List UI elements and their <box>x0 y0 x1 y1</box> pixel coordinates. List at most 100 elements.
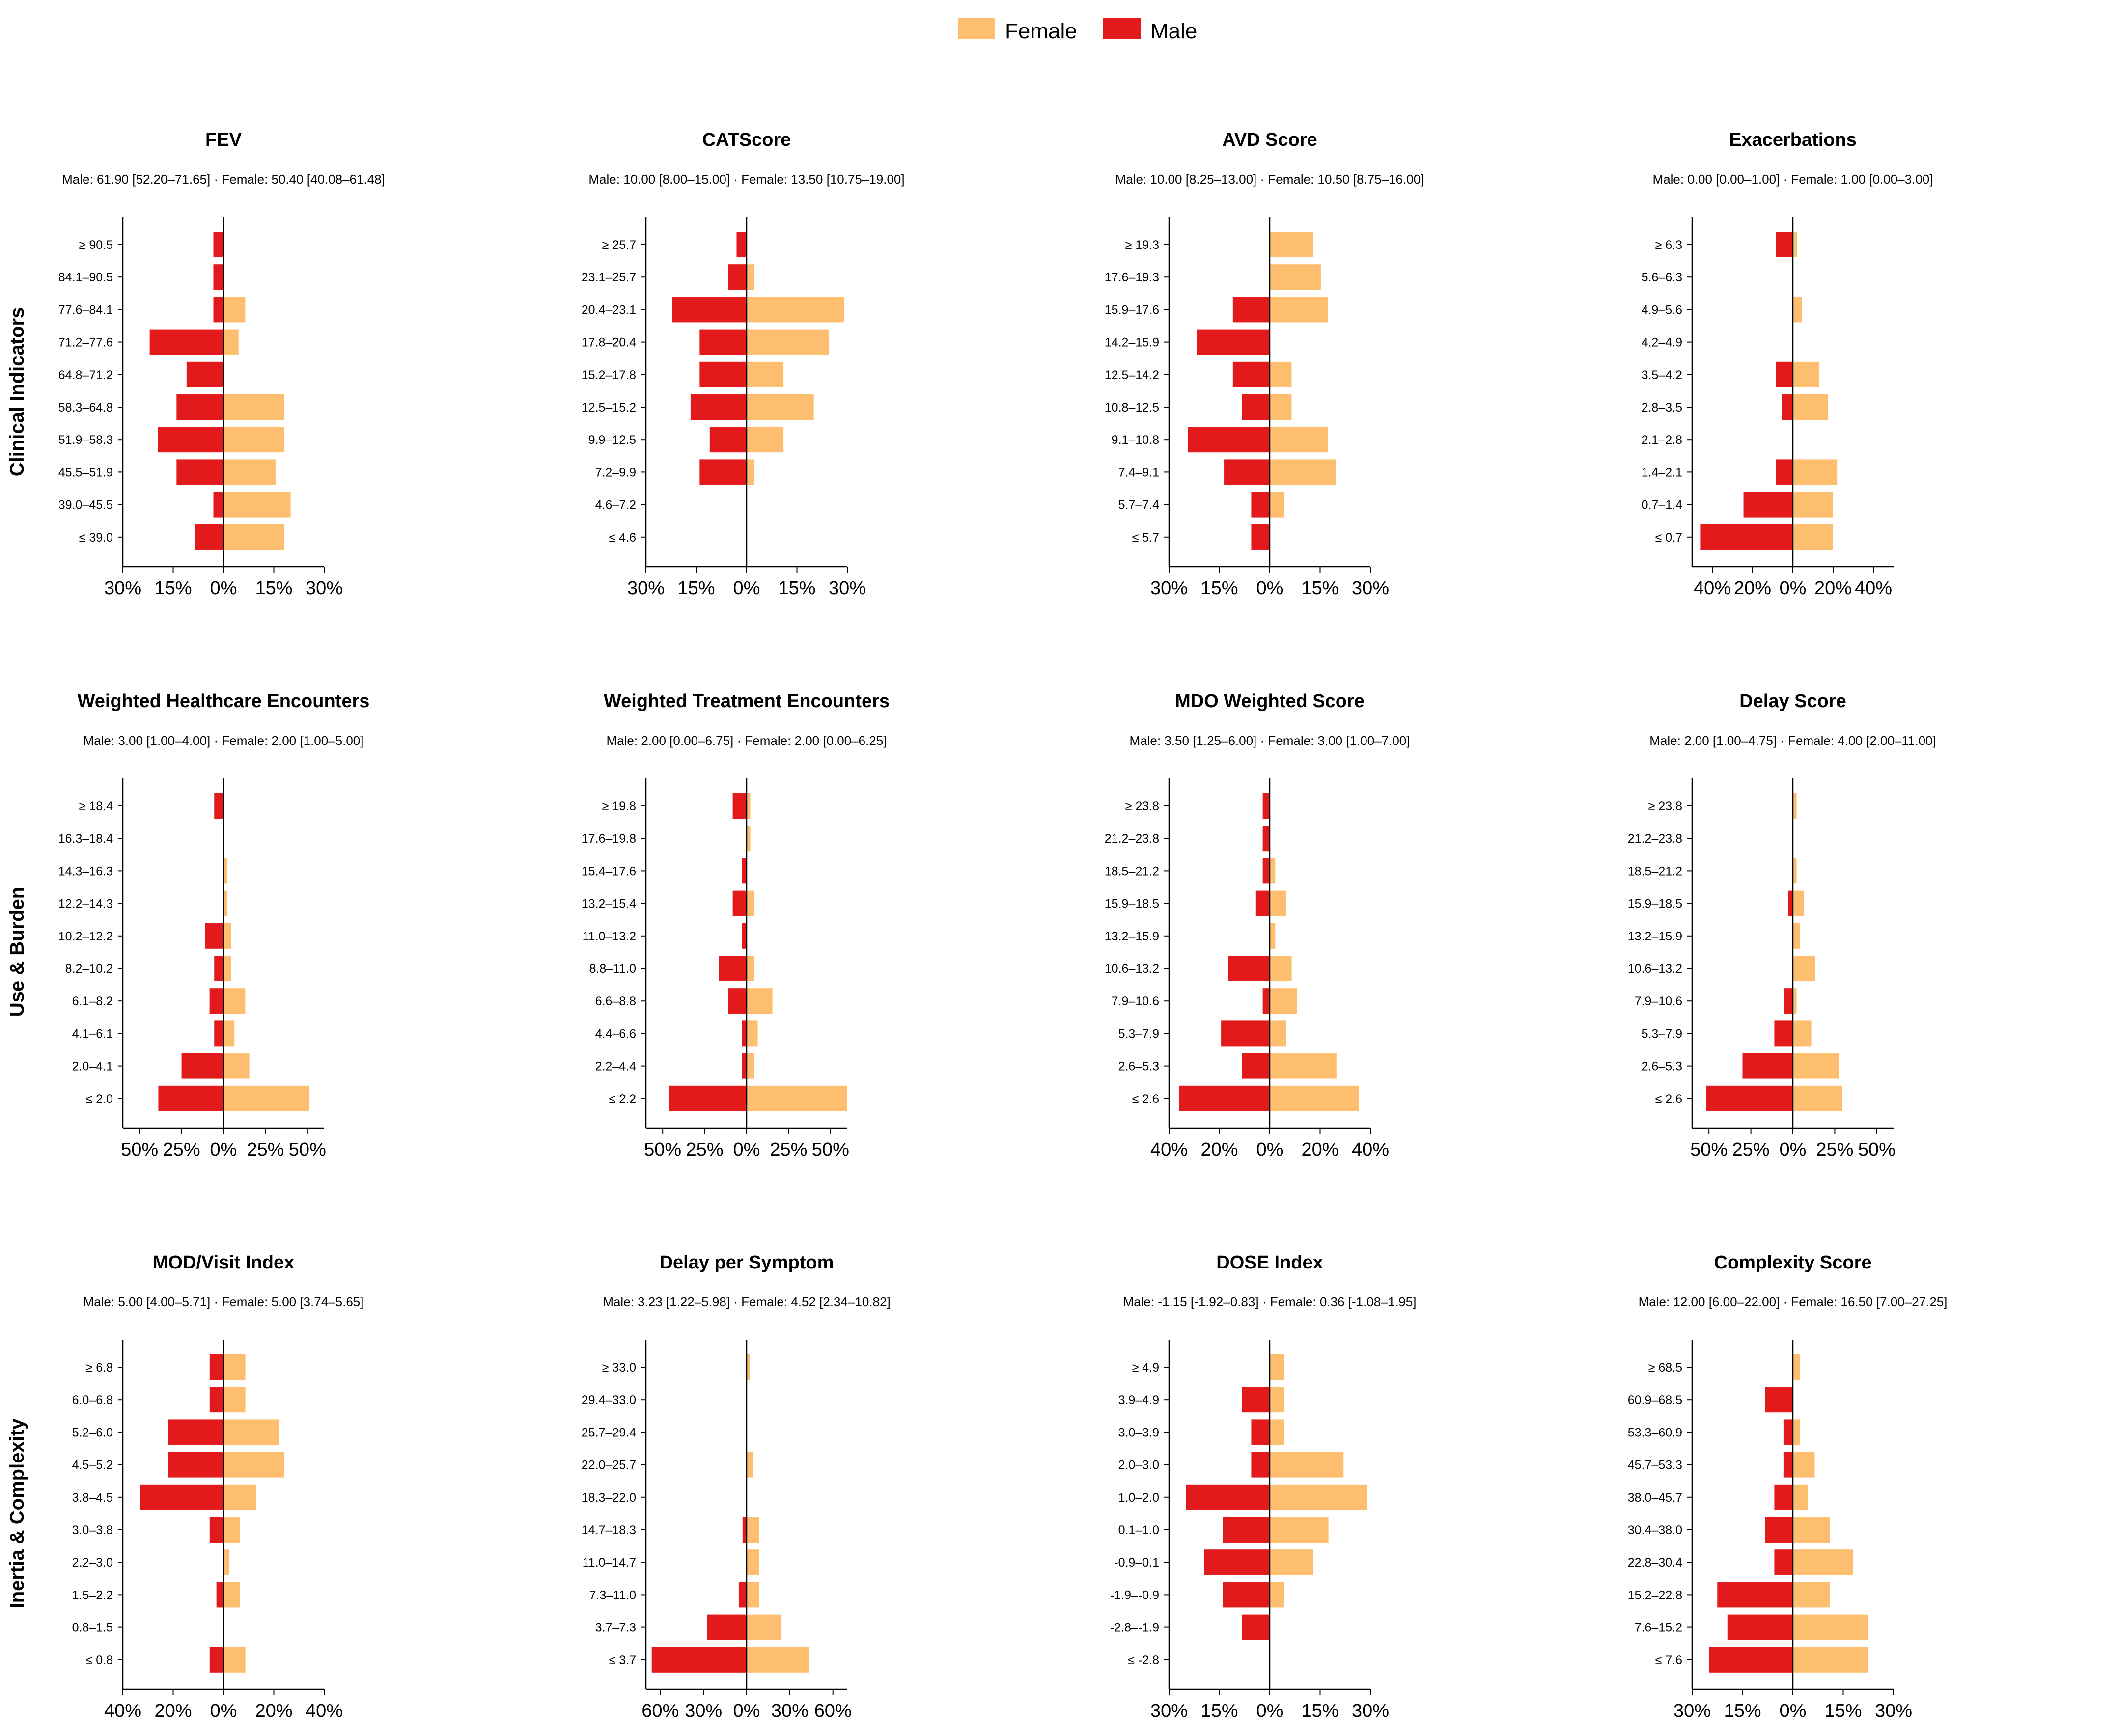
bar-female <box>1793 1582 1830 1608</box>
y-tick-label: 18.5–21.2 <box>1105 864 1159 878</box>
bar-male <box>732 793 747 819</box>
x-tick-label: 30% <box>1875 1701 1912 1721</box>
x-tick-label: 50% <box>1858 1139 1896 1160</box>
bar-male <box>140 1484 223 1510</box>
bar-female <box>747 988 773 1014</box>
bar-female <box>747 1354 750 1380</box>
y-tick-label: 39.0–45.5 <box>58 498 113 512</box>
bar-female <box>1793 492 1833 518</box>
y-tick-label: 2.2–3.0 <box>72 1556 113 1570</box>
bar-male <box>699 361 747 387</box>
bar-female <box>1793 1085 1842 1111</box>
y-tick-label: 4.9–5.6 <box>1642 303 1682 317</box>
y-tick-label: ≤ 3.7 <box>609 1653 636 1667</box>
x-tick-label: 0% <box>1780 1701 1807 1721</box>
bar-female <box>747 956 754 981</box>
panel-title: Exacerbations <box>1729 130 1857 150</box>
bar-male <box>1223 1582 1270 1608</box>
y-tick-label: 11.0–13.2 <box>583 930 636 943</box>
y-tick-label: 4.4–6.6 <box>595 1027 636 1041</box>
y-tick-label: 2.6–5.3 <box>1118 1060 1159 1074</box>
bar-female <box>1270 956 1292 981</box>
bar-female <box>747 427 784 453</box>
panel-title: MDO Weighted Score <box>1175 691 1365 712</box>
y-tick-label: 2.0–3.0 <box>1118 1459 1159 1472</box>
y-tick-label: 15.2–22.8 <box>1628 1588 1682 1602</box>
bar-male <box>1223 1517 1270 1543</box>
y-tick-label: 38.0–45.7 <box>1628 1491 1682 1505</box>
x-tick-label: 0% <box>1256 1701 1283 1721</box>
bar-female <box>223 427 284 453</box>
y-tick-label: ≤ 0.7 <box>1655 531 1682 545</box>
bar-male <box>1251 524 1270 550</box>
bar-female <box>747 1647 809 1673</box>
panel-subtitle: Male: -1.15 [-1.92–0.83] · Female: 0.36 … <box>1123 1295 1417 1309</box>
y-tick-label: 9.9–12.5 <box>588 433 636 447</box>
y-tick-label: 1.4–2.1 <box>1642 466 1682 479</box>
bar-male <box>209 988 223 1014</box>
y-tick-label: 10.6–13.2 <box>1628 962 1682 976</box>
x-tick-label: 30% <box>1150 1701 1188 1721</box>
bar-male <box>195 524 223 550</box>
bar-male <box>214 956 223 981</box>
legend-swatch-female <box>958 18 995 39</box>
bar-female <box>1270 1549 1313 1575</box>
x-tick-label: 30% <box>1352 578 1389 599</box>
y-tick-label: 11.0–14.7 <box>583 1556 636 1570</box>
x-tick-label: 40% <box>104 1701 141 1721</box>
bar-male <box>1242 1053 1270 1079</box>
y-tick-label: 18.5–21.2 <box>1628 864 1682 878</box>
x-tick-label: 30% <box>104 578 141 599</box>
bar-male <box>1765 1387 1793 1413</box>
x-tick-label: 0% <box>733 1701 760 1721</box>
panel-fev: FEV Male: 61.90 [52.20–71.65] · Female: 5… <box>58 130 385 599</box>
bar-male <box>181 1053 223 1079</box>
panel-complexity-score: Complexity Score Male: 12.00 [6.00–22.00]… <box>1628 1252 1948 1721</box>
bar-male <box>1709 1647 1793 1673</box>
y-tick-label: 10.8–12.5 <box>1105 401 1159 414</box>
x-tick-label: 15% <box>677 578 715 599</box>
bar-male <box>1179 1085 1270 1111</box>
bar-male <box>1774 1549 1793 1575</box>
bar-male <box>158 1085 223 1111</box>
panel-mdo-weighted-score: MDO Weighted Score Male: 3.50 [1.25–6.00]… <box>1105 691 1410 1160</box>
bar-female <box>223 1085 309 1111</box>
y-tick-label: 4.1–6.1 <box>72 1027 113 1041</box>
bar-female <box>747 1053 754 1079</box>
y-tick-label: ≤ 2.6 <box>1132 1092 1159 1106</box>
bar-male <box>699 329 747 355</box>
x-tick-label: 20% <box>1734 578 1771 599</box>
panel-subtitle: Male: 5.00 [4.00–5.71] · Female: 5.00 [3… <box>84 1295 364 1309</box>
bar-female <box>747 1549 759 1575</box>
bar-male <box>1774 1484 1793 1510</box>
bar-female <box>1270 232 1313 257</box>
bar-male <box>1783 1419 1793 1445</box>
bar-male <box>213 264 223 290</box>
y-tick-label: 22.8–30.4 <box>1628 1556 1682 1570</box>
legend-swatch-male <box>1103 18 1141 39</box>
x-tick-label: 20% <box>1301 1139 1338 1160</box>
y-tick-label: 60.9–68.5 <box>1628 1393 1682 1407</box>
x-tick-label: 25% <box>163 1139 200 1160</box>
panel-subtitle: Male: 10.00 [8.25–13.00] · Female: 10.50… <box>1115 172 1424 187</box>
panel-title: AVD Score <box>1222 130 1317 150</box>
bar-male <box>213 297 223 323</box>
y-tick-label: 13.2–15.4 <box>582 897 636 911</box>
bar-female <box>1270 890 1286 916</box>
bar-male <box>158 427 223 453</box>
bar-female <box>223 1020 235 1047</box>
bar-male <box>719 956 747 981</box>
x-tick-label: 50% <box>121 1139 158 1160</box>
y-tick-label: 58.3–64.8 <box>58 401 113 414</box>
x-tick-label: 0% <box>210 1701 237 1721</box>
bar-male <box>213 492 223 518</box>
y-tick-label: 6.0–6.8 <box>72 1393 113 1407</box>
y-tick-label: ≥ 23.8 <box>1648 799 1682 813</box>
y-tick-label: ≤ 5.7 <box>1132 531 1159 545</box>
bar-female <box>1793 1517 1830 1543</box>
bar-male <box>732 890 747 916</box>
bar-male <box>1788 890 1793 916</box>
x-tick-label: 0% <box>733 1139 760 1160</box>
bar-female <box>747 1085 847 1111</box>
y-tick-label: 2.8–3.5 <box>1642 401 1682 414</box>
